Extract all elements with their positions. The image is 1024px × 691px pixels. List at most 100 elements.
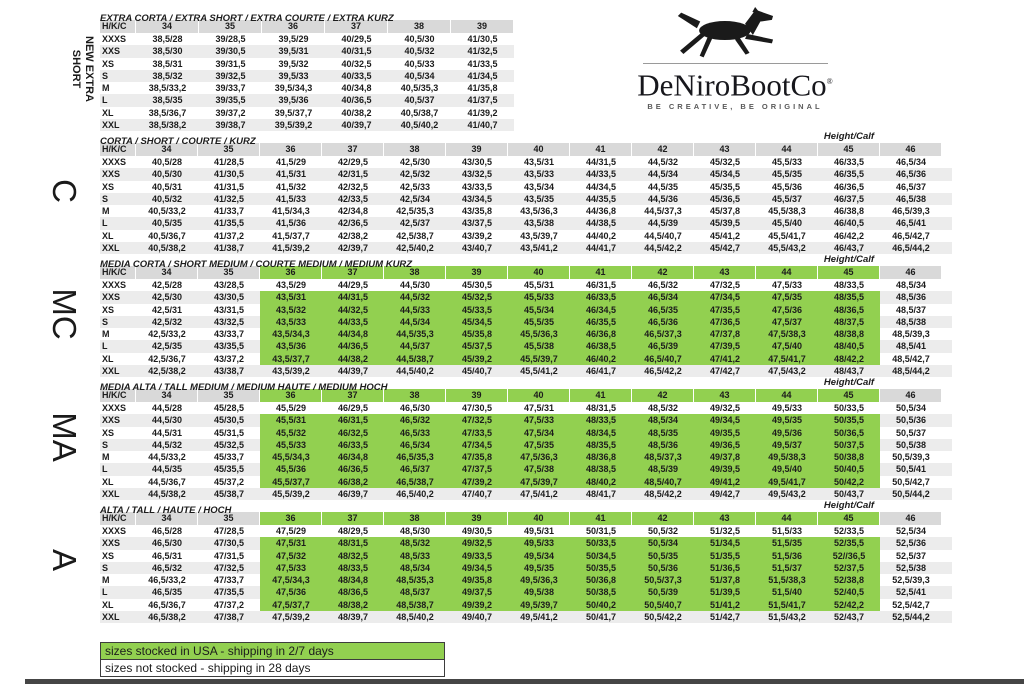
size-cell: 46/38,8 [833,206,865,217]
size-cell: 41/35,8 [467,83,498,94]
size-cell: 48,5/30 [399,526,431,536]
row-label: XXL [102,612,120,623]
size-cell: 50,5/34 [895,403,927,413]
table-row: XXS 46,5/30 47/30,5 47,5/31 48/31,5 48,5/32 49… [100,537,952,550]
size-cell: 50/36,5 [818,426,880,439]
size-cell: 41,5/36 [275,218,307,229]
row-filler [942,304,952,316]
size-cell: 47,5/36 [756,303,818,316]
table-row: L 40,5/35 41/35,5 41,5/36 42/36,5 42,5/37 43/3… [100,217,952,230]
size-cell: 50,5/32 [647,526,679,536]
row-filler [942,599,952,611]
size-cell: 47/32,5 [709,280,741,290]
size-cell: 49/30,5 [461,526,493,536]
size-cell: 47/34,5 [446,438,508,452]
size-cell: 41,5/29 [275,157,307,167]
row-label: XXS [102,169,121,180]
horse-icon [677,7,774,58]
size-cell: 46,5/35 [632,303,694,316]
column-header: 46 [880,389,942,402]
column-header: 35 [198,143,260,156]
column-header: 41 [570,266,632,279]
size-cell: 45/34,5 [446,315,508,329]
size-cell: 44,5/34 [647,169,679,180]
size-cell: 45,5/37 [771,193,803,204]
size-cell: 51/42,7 [709,612,741,623]
size-cell: 50/40,5 [818,463,880,476]
row-label: XL [102,230,114,241]
row-filler [942,550,952,562]
size-cell: 38,5/31 [152,58,183,69]
size-cell: 49,5/35 [756,414,818,427]
size-cell: 39/38,7 [215,120,246,131]
column-header: 42 [632,143,694,156]
size-cell: 43/33,7 [213,329,245,340]
size-cell: 47/33,5 [446,426,508,439]
table-row: S 42,5/32 43/32,5 43,5/33 44/33,5 44,5/34 45/3… [100,315,952,329]
size-cell: 51/32,5 [709,526,741,536]
size-cell: 46,5/28 [151,526,183,536]
column-header: 42 [632,266,694,279]
size-cell: 48,5/42,7 [892,353,930,364]
side-label-line: A [46,548,83,571]
column-header: 44 [756,143,818,156]
size-cell: 47,5/41,7 [756,352,818,366]
row-filler [942,451,952,463]
size-cell: 49/39,2 [446,598,508,612]
size-cell: 46/38,2 [322,475,384,489]
size-cell: 49/32,5 [446,537,508,550]
size-cell: 42,5/31 [151,304,183,315]
size-cell: 47/35,5 [213,587,245,598]
size-cell: 39,5/37,7 [274,107,313,118]
row-filler [942,365,952,377]
size-cell: 43,5/36 [260,340,322,353]
table-row: XXL 42,5/38,2 43/38,7 43,5/39,2 44/39,7 44,5/… [100,365,952,378]
size-cell: 42,5/35 [151,341,183,352]
table-row: XL 44,5/36,7 45/37,2 45,5/37,7 46/38,2 46,5/3… [100,475,952,489]
size-cell: 42,5/28 [151,280,183,290]
size-cell: 51/34,5 [694,537,756,550]
size-cell: 41,5/32 [275,181,307,192]
size-cell: 50,5/42,7 [892,476,930,487]
size-cell: 46/39,7 [337,489,369,500]
size-cell: 50/37,5 [818,438,880,452]
side-label-alta: A [46,520,83,600]
size-cell: 41/37,2 [213,230,245,241]
size-cell: 46/36,8 [570,328,632,341]
size-cell: 44,5/32 [151,439,183,450]
size-cell: 46/33,5 [322,438,384,452]
size-cell: 50/31,5 [585,526,617,536]
size-cell: 48,5/35,3 [384,574,446,587]
corner-label: H/K/C [100,389,136,402]
row-label: L [102,464,108,475]
size-cell: 43,5/36,3 [520,206,558,217]
size-cell: 48,5/39,3 [892,329,930,340]
column-header: 36 [260,512,322,525]
size-cell: 48/33,5 [833,280,865,290]
size-cell: 44,5/35 [151,464,183,475]
size-cell: 50/38,5 [570,586,632,599]
row-label: XXXS [102,280,127,290]
size-cell: 41/32,5 [213,193,245,204]
size-cell: 45/37,5 [446,340,508,353]
size-cell: 42/32,5 [337,181,369,192]
column-header: 45 [818,266,880,279]
table-row: S 46,5/32 47/32,5 47,5/33 48/33,5 48,5/34 49/3… [100,561,952,575]
size-cell: 42,5/30 [151,292,183,303]
size-cell: 46,5/33,2 [148,575,186,586]
size-cell: 50,5/42,2 [644,612,682,623]
size-cell: 50,5/34 [632,537,694,550]
column-header: 43 [694,266,756,279]
size-cell: 48/43,7 [833,366,865,377]
size-cell: 49,5/43,2 [768,489,806,500]
size-cell: 48/42,2 [818,352,880,366]
size-cell: 52,5/34 [895,526,927,536]
size-cell: 52/40,5 [818,586,880,599]
size-cell: 47/30,5 [461,403,493,413]
size-cell: 50,5/40,7 [632,598,694,612]
section-media-alta: MEDIA ALTA / TALL MEDIUM / MEDIUM HAUTE … [100,377,952,501]
size-cell: 40,5/40,2 [400,120,439,131]
size-cell: 46,5/40,7 [632,352,694,366]
row-label: L [102,341,108,352]
size-cell: 42/33,5 [337,193,369,204]
